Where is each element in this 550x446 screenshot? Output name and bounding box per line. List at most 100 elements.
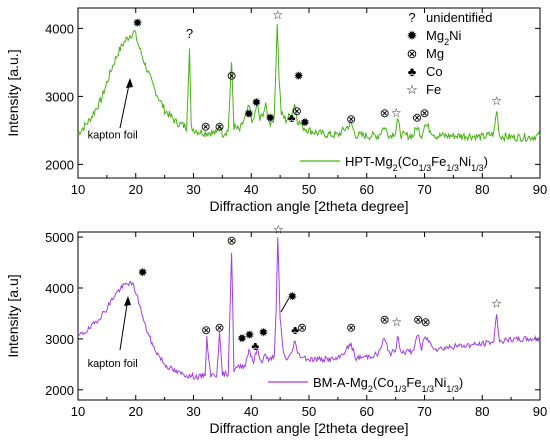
legend-label-main: Mg <box>426 28 444 43</box>
x-tick-label: 60 <box>360 404 374 419</box>
legend-label: Mg2Ni <box>426 28 461 47</box>
x-tick-label: 50 <box>302 404 316 419</box>
x-tick-label: 60 <box>360 182 374 197</box>
peak-marker-mg: ⊗ <box>380 313 390 327</box>
legend-label-tail: Ni <box>449 28 461 43</box>
series-legend-label-part: ) <box>484 154 488 169</box>
x-tick-label: 80 <box>475 404 489 419</box>
peak-marker-fe: ☆ <box>272 8 283 22</box>
peak-marker-mg: ⊗ <box>201 119 211 133</box>
bm-xrd-panel: 10 20 30 40 50 60 70 80 90 2000 3000 4000 5000 Diffra… <box>5 223 547 436</box>
peak-marker-mg: ⊗ <box>292 104 302 118</box>
peak-marker-co: ♣ <box>291 323 299 337</box>
peak-marker-mg2ni: ✹ <box>258 325 268 339</box>
peak-marker-mg: ⊗ <box>227 68 237 82</box>
x-axis-label: Diffraction angle [2theta degree] <box>210 198 409 214</box>
y-tick-label: 4000 <box>45 21 74 36</box>
peak-marker-mg: ⊗ <box>297 320 307 334</box>
peak-marker-mg2ni: ✹ <box>132 16 142 30</box>
legend-symbol-mg2ni: ✹ <box>407 28 418 43</box>
series-legend-label-part: 1/3 <box>422 384 435 394</box>
series-legend-label-part: Ni <box>459 154 471 169</box>
peak-marker-mg: ⊗ <box>380 106 390 120</box>
kapton-arrow <box>119 79 131 129</box>
x-tick-label: 30 <box>186 404 200 419</box>
series-legend-label-part: 1/3 <box>419 163 432 173</box>
peak-marker-mg: ⊗ <box>421 315 431 329</box>
series-line <box>77 24 541 143</box>
plot-frame <box>77 7 541 179</box>
mg2ni-arrow <box>280 297 290 313</box>
y-tick-label: 3000 <box>45 89 74 104</box>
peak-marker-mg2ni: ✹ <box>300 115 310 129</box>
peak-marker-mg2ni: ✹ <box>287 290 297 304</box>
series-legend-label-part: Fe <box>406 375 421 390</box>
legend-symbol-co: ♣ <box>408 64 417 79</box>
series-legend-label-part: (Co <box>398 154 419 169</box>
y-tick-label: 2000 <box>45 157 74 172</box>
legend-label: Co <box>426 64 443 79</box>
phase-legend: ? unidentified ✹ Mg2Ni ⊗ Mg ♣ Co ☆ Fe <box>406 10 492 97</box>
legend-label: Mg <box>426 46 444 61</box>
peak-marker-mg: ⊗ <box>346 112 356 126</box>
series-legend-label-part: 2 <box>368 384 373 394</box>
plot-frame <box>77 231 541 401</box>
series-legend-label: BM-A-Mg2(Co1/3Fe1/3Ni1/3) <box>313 375 463 394</box>
x-tick-label: 10 <box>71 404 85 419</box>
unidentified-peak-label: ? <box>186 26 193 41</box>
x-tick-label: 20 <box>129 404 143 419</box>
series-legend-label-part: 1/3 <box>394 384 407 394</box>
series-legend-label-part: BM-A-Mg <box>313 375 368 390</box>
hpt-xrd-panel: 10 20 30 40 50 60 70 80 90 2000 3000 4000 Diffractio… <box>5 7 547 214</box>
x-tick-label: 70 <box>417 182 431 197</box>
peak-marker-fe: ☆ <box>391 106 402 120</box>
peak-marker-mg: ⊗ <box>214 119 224 133</box>
series-legend-label-part: ) <box>459 375 463 390</box>
legend-symbol-fe: ☆ <box>406 82 418 97</box>
legend-label: Fe <box>426 82 441 97</box>
legend-label-main: Mg <box>426 46 444 61</box>
peak-marker-mg: ⊗ <box>412 111 422 125</box>
kapton-foil-label: kapton foil <box>88 130 138 142</box>
y-axis-label: Intensity [a.u.] <box>5 49 21 136</box>
peak-marker-mg2ni: ✹ <box>138 265 148 279</box>
peak-marker-mg: ⊗ <box>346 320 356 334</box>
peak-marker-co: ♣ <box>251 339 259 353</box>
x-tick-label: 40 <box>244 182 258 197</box>
x-tick-label: 90 <box>533 404 547 419</box>
peak-marker-mg2ni: ✹ <box>294 69 304 83</box>
peak-marker-mg: ⊗ <box>214 320 224 334</box>
series-legend-label-part: 2 <box>393 163 398 173</box>
peak-marker-mg2ni: ✹ <box>244 328 254 342</box>
kapton-arrow-head <box>126 78 133 88</box>
x-tick-label: 70 <box>417 404 431 419</box>
kapton-arrow-head <box>124 296 131 306</box>
y-tick-label: 5000 <box>45 230 74 245</box>
peak-marker-fe: ☆ <box>491 296 502 310</box>
legend-label: unidentified <box>426 10 493 25</box>
kapton-arrow <box>119 297 129 351</box>
peak-marker-mg: ⊗ <box>227 234 237 248</box>
peak-marker-mg: ⊗ <box>413 313 423 327</box>
peak-marker-fe: ☆ <box>491 94 502 108</box>
y-tick-label: 4000 <box>45 281 74 296</box>
y-tick-label: 2000 <box>45 383 74 398</box>
peak-marker-mg2ni: ✹ <box>251 96 261 110</box>
x-tick-label: 10 <box>71 182 85 197</box>
peak-marker-mg2ni: ✹ <box>265 111 275 125</box>
legend-label-main: Co <box>426 64 443 79</box>
x-tick-label: 30 <box>186 182 200 197</box>
x-tick-label: 80 <box>475 182 489 197</box>
x-tick-label: 40 <box>244 404 258 419</box>
x-tick-label: 90 <box>533 182 547 197</box>
series-legend-label-part: Ni <box>434 375 446 390</box>
x-axis-label: Diffraction angle [2theta degree] <box>210 420 409 436</box>
series-legend-label-part: Fe <box>431 154 446 169</box>
kapton-foil-label: kapton foil <box>88 358 138 370</box>
series-legend-label-part: HPT-Mg <box>345 154 393 169</box>
peak-marker-fe: ☆ <box>391 315 402 329</box>
legend-symbol-mg: ⊗ <box>407 46 418 61</box>
legend-symbol-unknown: ? <box>408 10 415 25</box>
series-legend-label-part: (Co <box>373 375 394 390</box>
